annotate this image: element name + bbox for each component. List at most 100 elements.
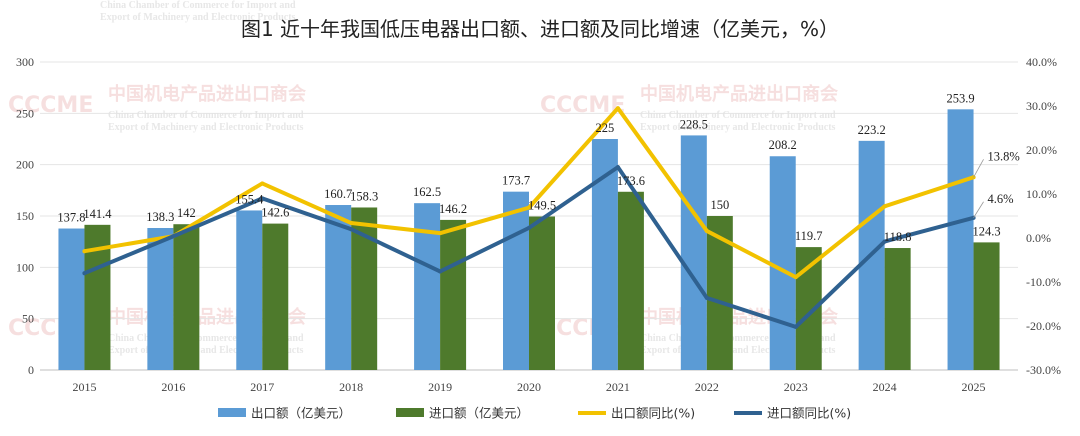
watermark-en: Export of Machinery and Electronic Produ… <box>640 122 836 133</box>
x-tick: 2022 <box>695 380 719 394</box>
import-yoy-point <box>704 295 709 300</box>
import-yoy-point <box>793 324 798 329</box>
export-yoy-point <box>793 275 798 280</box>
y-left-tick: 200 <box>16 158 34 172</box>
x-tick: 2021 <box>606 380 630 394</box>
watermark-en: China Chamber of Commerce for Import and <box>640 333 836 344</box>
export-yoy-point <box>438 231 443 236</box>
import-bar <box>173 224 200 370</box>
x-tick: 2018 <box>339 380 363 394</box>
legend-swatch <box>396 408 424 417</box>
watermark-cn: 中国机电产品进出口商会 <box>640 83 838 105</box>
watermark-en: Export of Machinery and Electronic Produ… <box>108 345 304 356</box>
export-data-label: 138.3 <box>146 210 174 224</box>
import-yoy-point <box>615 165 620 170</box>
y-right-tick: 10.0% <box>1026 187 1057 201</box>
import-data-label: 142 <box>177 206 196 220</box>
x-tick: 2019 <box>428 380 452 394</box>
export-bar <box>503 191 529 370</box>
data-labels: 137.8 138.3 155.4 160.7 162.5 173.7 225 228.5 20… <box>57 91 1019 244</box>
export-data-label: 253.9 <box>946 91 974 105</box>
export-yoy-point <box>349 221 354 226</box>
watermark-cn: 中国机电产品进出口商会 <box>108 83 306 105</box>
import-yoy-point <box>527 225 531 230</box>
import-data-label: 119.7 <box>795 229 823 243</box>
export-data-label: 162.5 <box>413 185 441 199</box>
import-bar <box>617 191 644 370</box>
x-tick: 2025 <box>962 380 986 394</box>
import-data-label: 150 <box>710 198 729 212</box>
import-data-label: 158.3 <box>350 189 378 203</box>
import-bar <box>440 219 467 370</box>
y-right-tick: -20.0% <box>1026 319 1061 333</box>
import-data-label: 173.6 <box>617 174 645 188</box>
import-yoy-point <box>349 227 354 232</box>
import-yoy-point <box>82 271 87 276</box>
import-yoy-end-label: 4.6% <box>988 192 1014 206</box>
watermark-en: Export of Machinery and Electronic Produ… <box>640 345 836 356</box>
watermark-en: Export of Machinery and Electronic Produ… <box>108 122 304 133</box>
legend-label: 进口额（亿美元） <box>429 406 529 421</box>
y-left-tick: 50 <box>22 312 34 326</box>
watermark-en: Export of Machinery and Electronic Produ… <box>100 12 296 23</box>
y-left-tick: 100 <box>16 260 34 274</box>
bars <box>58 109 1000 370</box>
import-data-label: 124.3 <box>972 224 1000 238</box>
y-right-tick: 20.0% <box>1026 143 1057 157</box>
y-right-tick: -30.0% <box>1026 363 1061 377</box>
import-bar <box>884 248 911 370</box>
export-bar <box>947 109 974 370</box>
import-yoy-point <box>171 234 176 239</box>
watermark-en: China Chamber of Commerce for Import and <box>108 333 304 344</box>
export-bar <box>236 210 263 370</box>
legend-label: 进口额同比(%) <box>767 406 851 421</box>
import-data-label: 149.5 <box>528 199 556 213</box>
lines <box>82 106 976 329</box>
import-bar <box>262 223 289 370</box>
x-tick: 2016 <box>161 380 185 394</box>
import-data-label: 141.4 <box>83 207 112 221</box>
export-data-label: 228.5 <box>680 117 708 131</box>
x-tick: 2017 <box>250 380 274 394</box>
x-tick: 2023 <box>784 380 808 394</box>
watermark-en: China Chamber of Commerce for Import and <box>100 0 296 11</box>
export-data-label: 137.8 <box>57 211 85 225</box>
export-yoy-end-label: 13.8% <box>988 149 1020 163</box>
export-data-label: 225 <box>596 121 615 135</box>
legend-label: 出口额（亿美元） <box>251 406 351 421</box>
export-data-label: 173.7 <box>502 174 530 188</box>
legend-label: 出口额同比(%) <box>611 406 695 421</box>
export-bar <box>414 203 441 370</box>
export-yoy-point <box>260 181 265 186</box>
y-left-tick: 0 <box>28 363 34 377</box>
import-yoy-point <box>260 196 265 201</box>
y-left-tick: 150 <box>16 209 34 223</box>
import-data-label: 146.2 <box>439 202 467 216</box>
y-left-tick: 250 <box>16 106 34 120</box>
x-tick: 2015 <box>72 380 96 394</box>
import-bar <box>973 242 1000 370</box>
export-data-label: 208.2 <box>769 138 797 152</box>
import-data-label: 118.8 <box>884 230 912 244</box>
import-bar <box>529 216 555 370</box>
chart-title: 图1 近十年我国低压电器出口额、进口额及同比增速（亿美元，%） <box>241 17 839 41</box>
export-yoy-point <box>615 106 620 111</box>
leader-line <box>973 201 984 218</box>
legend-swatch <box>218 408 246 417</box>
y-right-tick: 40.0% <box>1026 55 1057 69</box>
export-yoy-point <box>527 205 531 210</box>
y-left-tick: 300 <box>16 55 34 69</box>
export-bar <box>58 228 85 370</box>
export-bar <box>769 156 796 370</box>
x-tick: 2024 <box>873 380 897 394</box>
x-tick: 2020 <box>517 380 541 394</box>
y-right-tick: 0.0% <box>1026 231 1051 245</box>
legend: 出口额（亿美元） 进口额（亿美元） 出口额同比(%) 进口额同比(%) <box>218 406 851 421</box>
watermark-en: China Chamber of Commerce for Import and <box>108 110 304 121</box>
export-bar <box>325 205 352 370</box>
export-bar <box>147 228 174 370</box>
y-right-tick: -10.0% <box>1026 275 1061 289</box>
import-yoy-point <box>882 239 887 244</box>
leader-line <box>973 159 984 178</box>
